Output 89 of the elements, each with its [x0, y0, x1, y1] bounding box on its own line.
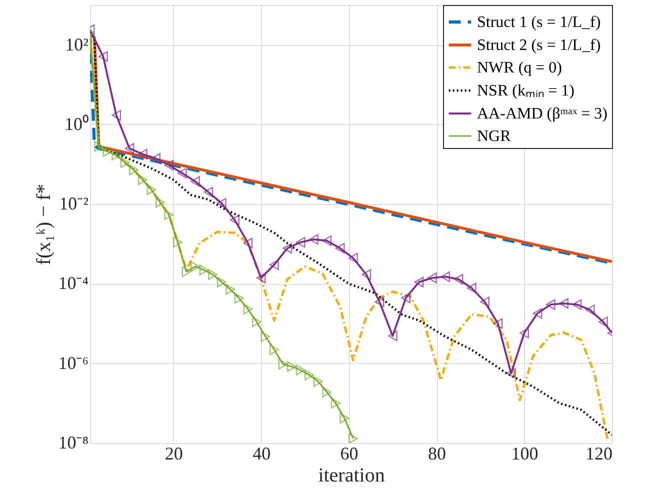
- point: [243, 304, 253, 314]
- point: [112, 150, 122, 160]
- point: [230, 214, 240, 226]
- point: [124, 143, 134, 154]
- point: [208, 269, 218, 280]
- point: [313, 376, 323, 387]
- point: [190, 261, 200, 272]
- point: [506, 368, 516, 379]
- point: [102, 146, 112, 157]
- point: [226, 284, 236, 295]
- x-tick-label: 60: [340, 444, 358, 464]
- y-tick-label: 10⁻⁴: [58, 273, 88, 294]
- point: [282, 242, 292, 254]
- x-tick-label: 100: [511, 444, 538, 464]
- y-tick-label: 10²: [65, 34, 88, 54]
- point: [322, 235, 332, 246]
- point: [335, 242, 345, 254]
- point: [304, 370, 314, 380]
- legend-label: Struct 2 (s = 1/L_f): [477, 37, 601, 54]
- x-tick-label: 20: [164, 444, 183, 464]
- point: [164, 209, 174, 220]
- point: [598, 316, 608, 328]
- point: [401, 292, 411, 304]
- point: [348, 433, 358, 443]
- point: [287, 361, 296, 372]
- point: [466, 282, 476, 294]
- point: [182, 266, 192, 278]
- y-tick-label: 10⁰: [64, 114, 88, 134]
- point: [296, 236, 306, 248]
- point: [296, 364, 306, 376]
- point: [520, 328, 529, 338]
- point: [270, 344, 279, 356]
- point: [120, 157, 130, 168]
- point: [348, 252, 358, 264]
- y-tick-label: 10⁻²: [59, 194, 88, 214]
- point: [480, 296, 490, 308]
- point: [278, 358, 288, 370]
- point: [129, 164, 139, 176]
- point: [173, 236, 182, 248]
- y-tick-label: 10⁻⁸: [58, 432, 88, 452]
- point: [204, 186, 214, 198]
- point: [362, 269, 372, 280]
- y-tick-label: 10⁻⁶: [58, 352, 88, 373]
- legend-label: NGR: [477, 128, 512, 145]
- point: [585, 304, 595, 316]
- point: [388, 330, 398, 342]
- point: [414, 276, 424, 288]
- point: [199, 264, 209, 276]
- point: [256, 272, 266, 284]
- point: [190, 176, 200, 187]
- point: [98, 51, 108, 62]
- point: [440, 271, 450, 282]
- point: [454, 274, 464, 285]
- point: [427, 272, 437, 284]
- x-axis-title: iteration: [318, 464, 385, 486]
- point: [252, 316, 262, 328]
- point: [559, 298, 568, 309]
- point: [177, 168, 187, 178]
- point: [309, 234, 318, 245]
- point: [532, 308, 542, 319]
- point: [270, 259, 279, 270]
- point: [330, 398, 340, 409]
- point: [546, 299, 556, 310]
- x-tick-label: 80: [428, 444, 446, 464]
- y-axis-title: f(x₁ᵏ) − f*: [33, 184, 56, 266]
- point: [155, 197, 165, 208]
- point: [164, 160, 174, 171]
- point: [94, 141, 104, 152]
- point: [146, 184, 156, 196]
- point: [260, 331, 270, 342]
- point: [216, 276, 226, 288]
- point: [216, 198, 226, 209]
- legend-label: NWR (q = 0): [477, 60, 562, 76]
- legend-label: Struct 1 (s = 1/L_f): [477, 14, 601, 31]
- point: [322, 386, 332, 398]
- point: [112, 110, 122, 121]
- point: [572, 299, 582, 310]
- point: [340, 412, 350, 424]
- point: [138, 148, 148, 160]
- point: [151, 153, 161, 164]
- point: [138, 174, 148, 186]
- point: [234, 292, 244, 304]
- point: [243, 238, 253, 248]
- x-tick-label: 40: [252, 444, 271, 464]
- point: [493, 318, 503, 329]
- legend-label: AA-AMD (βᵐᵃˣ = 3): [477, 106, 608, 122]
- legend-label: NSR (kₘᵢₙ = 1): [477, 82, 574, 100]
- x-tick-label: 120: [586, 444, 612, 464]
- point: [374, 296, 384, 308]
